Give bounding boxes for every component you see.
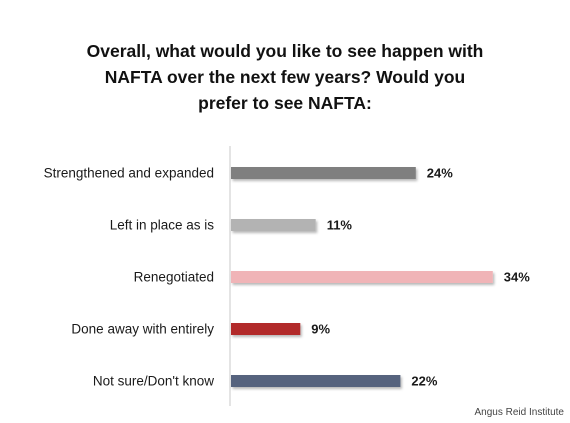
- bar: [231, 375, 401, 387]
- chart-title-line-3: prefer to see NAFTA:: [198, 93, 372, 113]
- chart-title-line-1: Overall, what would you like to see happ…: [86, 41, 484, 61]
- data-label: 24%: [427, 166, 453, 181]
- bar: [231, 271, 493, 283]
- data-label: 9%: [311, 322, 330, 337]
- category-label: Strengthened and expanded: [44, 166, 214, 181]
- data-label: 34%: [504, 270, 530, 285]
- category-label: Not sure/Don't know: [93, 374, 214, 389]
- bar: [231, 219, 316, 231]
- chart-title-line-2: NAFTA over the next few years? Would you: [104, 67, 466, 87]
- bar: [231, 323, 301, 335]
- category-label: Done away with entirely: [71, 322, 214, 337]
- bar: [231, 167, 416, 179]
- data-label: 22%: [411, 374, 437, 389]
- category-label: Left in place as is: [110, 218, 215, 233]
- source-credit: Angus Reid Institute: [474, 407, 565, 418]
- chart-title: Overall, what would you like to see happ…: [20, 38, 550, 116]
- category-label: Renegotiated: [134, 270, 214, 285]
- data-label: 11%: [327, 218, 353, 233]
